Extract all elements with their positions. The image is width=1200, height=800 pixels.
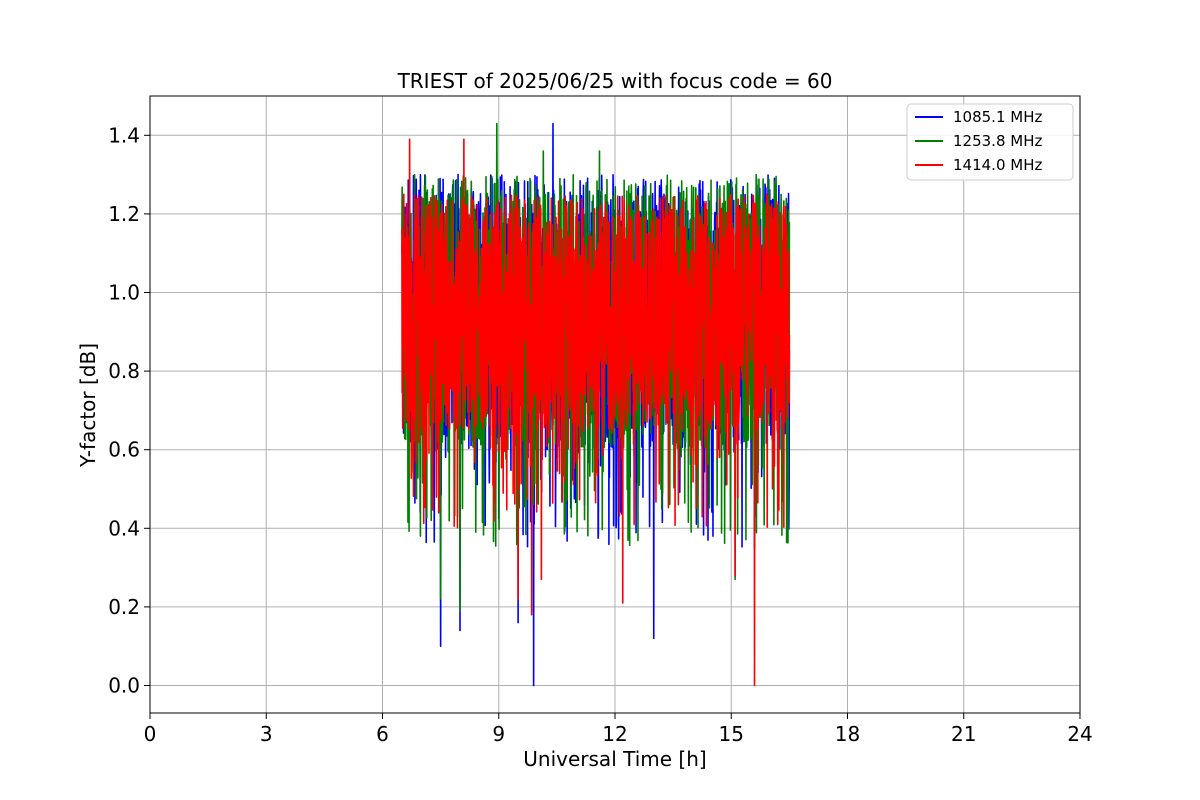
y-tick-label: 1.4 <box>108 123 140 147</box>
x-axis: 0 3 6 9 12 15 18 21 24 <box>144 713 1093 746</box>
y-tick-label: 0.4 <box>108 516 140 540</box>
x-tick-label: 9 <box>492 722 505 746</box>
x-tick-label: 15 <box>719 722 744 746</box>
y-tick-label: 1.2 <box>108 202 140 226</box>
legend-label: 1253.8 MHz <box>953 132 1042 150</box>
x-axis-label: Universal Time [h] <box>523 747 706 771</box>
x-tick-label: 3 <box>260 722 273 746</box>
y-tick-label: 0.2 <box>108 595 140 619</box>
series-layer <box>401 122 791 687</box>
x-tick-label: 21 <box>951 722 976 746</box>
legend: 1085.1 MHz 1253.8 MHz 1414.0 MHz <box>906 103 1074 181</box>
y-tick-label: 0.6 <box>108 438 140 462</box>
y-tick-label: 0.0 <box>108 673 140 697</box>
y-tick-label: 1.0 <box>108 280 140 304</box>
x-tick-label: 6 <box>376 722 389 746</box>
legend-label: 1414.0 MHz <box>953 156 1042 174</box>
x-tick-label: 24 <box>1067 722 1092 746</box>
y-tick-label: 0.8 <box>108 359 140 383</box>
x-tick-label: 0 <box>144 722 157 746</box>
series-line-2 <box>401 138 791 687</box>
legend-label: 1085.1 MHz <box>953 108 1042 126</box>
y-axis: 0.0 0.2 0.4 0.6 0.8 1.0 1.2 1.4 <box>108 123 150 697</box>
y-axis-label: Y-factor [dB] <box>76 343 100 468</box>
x-tick-label: 18 <box>835 722 860 746</box>
x-tick-label: 12 <box>602 722 627 746</box>
legend-box <box>906 103 1074 181</box>
chart-title: TRIEST of 2025/06/25 with focus code = 6… <box>397 69 833 93</box>
